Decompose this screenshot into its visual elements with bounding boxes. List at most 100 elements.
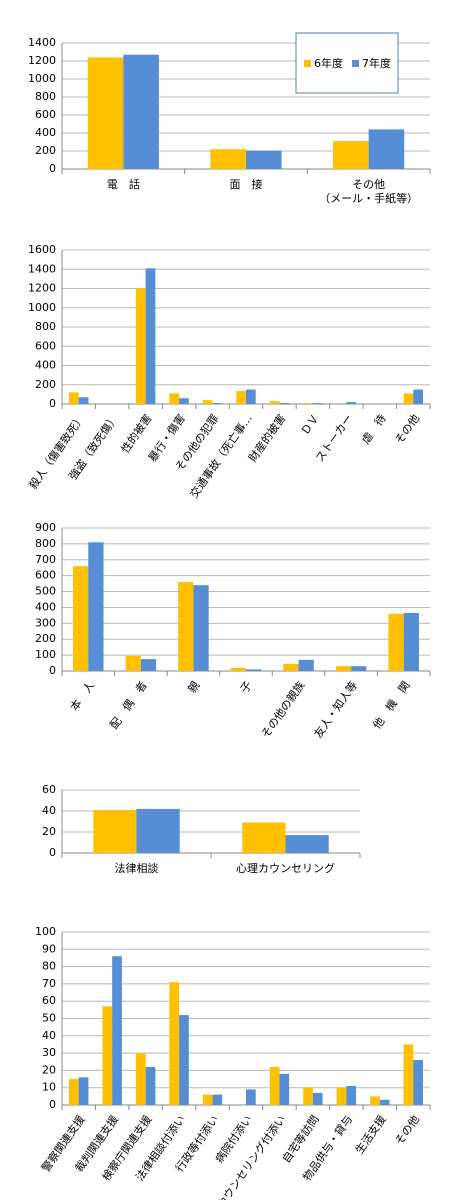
y-tick-label: 20 [42, 825, 56, 838]
y-tick-label: 1400 [28, 262, 56, 275]
bar [388, 613, 404, 671]
x-tick-label: 虐 待 [358, 411, 388, 446]
x-tick-label: 配 偶 者 [108, 679, 150, 732]
bar [413, 389, 423, 404]
y-tick-label: 100 [35, 925, 56, 938]
y-tick-label: 0 [49, 846, 56, 859]
bar [202, 1094, 213, 1105]
bar [87, 57, 124, 169]
bar [403, 393, 414, 404]
bar [246, 669, 262, 671]
x-tick-label: 法律相談 [115, 861, 159, 875]
bar [370, 1096, 380, 1105]
bar [169, 393, 180, 404]
bar [303, 403, 313, 404]
bar [351, 666, 367, 671]
y-tick-label: 800 [35, 537, 56, 550]
bar [303, 1087, 313, 1105]
x-tick-label: その他（メール・手紙等） [319, 178, 418, 205]
bar [246, 1089, 256, 1105]
x-tick-label: 心理カウンセリング [236, 861, 335, 875]
y-tick-label: 200 [35, 378, 56, 391]
bar [336, 1087, 347, 1105]
bar [236, 391, 246, 404]
bar [283, 663, 299, 671]
bar [368, 129, 405, 169]
y-tick-label: 0 [49, 162, 56, 175]
bar [346, 1085, 357, 1105]
bar [88, 542, 104, 671]
x-tick-label: その他 [393, 1113, 423, 1147]
bar [169, 982, 180, 1105]
y-tick-label: 500 [35, 585, 56, 598]
y-tick-label: 40 [42, 804, 56, 817]
y-tick-label: 0 [49, 1098, 56, 1111]
x-tick-label: 性的被害 [118, 411, 155, 455]
bar [403, 1044, 414, 1105]
bar [93, 809, 137, 853]
y-tick-label: 40 [42, 1029, 56, 1042]
y-tick-label: 1000 [28, 72, 56, 85]
bar [112, 956, 122, 1105]
bar [379, 1099, 390, 1105]
legend-label: 6年度 [314, 56, 343, 70]
y-tick-label: 400 [35, 126, 56, 139]
legend-swatch [352, 60, 359, 67]
bar [78, 1077, 89, 1105]
y-tick-label: 200 [35, 632, 56, 645]
bar [202, 400, 213, 404]
y-tick-label: 50 [42, 1012, 56, 1025]
x-tick-label: 本 人 [67, 678, 97, 713]
bar [335, 666, 352, 671]
bar [279, 403, 290, 404]
y-tick-label: 300 [35, 616, 56, 629]
y-tick-label: 800 [35, 90, 56, 103]
x-tick-label: 子 [238, 679, 255, 695]
bar [269, 401, 280, 404]
y-tick-label: 600 [35, 108, 56, 121]
y-tick-label: 30 [42, 1046, 56, 1059]
y-tick-label: 1400 [28, 36, 56, 49]
bar [145, 268, 156, 404]
bar [298, 659, 314, 671]
y-tick-label: 100 [35, 648, 56, 661]
bar [69, 392, 79, 404]
x-tick-label: 他 機 関 [370, 678, 413, 731]
y-tick-label: 1600 [28, 243, 56, 256]
x-tick-label: 親 [185, 679, 202, 695]
bar [125, 655, 141, 671]
y-tick-label: 400 [35, 359, 56, 372]
bar [285, 835, 329, 853]
bar [346, 402, 357, 404]
x-tick-label: 電 話 [107, 177, 140, 191]
bar [403, 613, 419, 671]
x-tick-label: その他の親族 [258, 678, 307, 740]
x-tick-label: 友人・知人等 [311, 678, 360, 740]
x-tick-label: ＤＶ [299, 412, 322, 437]
bar [179, 398, 189, 404]
bar [312, 403, 323, 404]
y-tick-label: 600 [35, 569, 56, 582]
y-tick-label: 1000 [28, 301, 56, 314]
y-tick-label: 200 [35, 144, 56, 157]
bar [212, 1094, 223, 1105]
legend-label: 7年度 [362, 56, 391, 70]
x-tick-label: 生活支援 [352, 1112, 389, 1156]
y-tick-label: 60 [42, 994, 56, 1007]
bar [178, 582, 194, 671]
bar [246, 389, 256, 404]
bar [212, 403, 223, 404]
y-tick-label: 80 [42, 960, 56, 973]
y-tick-label: 0 [49, 397, 56, 410]
y-tick-label: 700 [35, 553, 56, 566]
bar [135, 288, 146, 404]
legend-box [295, 32, 399, 94]
bar [69, 1079, 79, 1105]
y-tick-label: 70 [42, 977, 56, 990]
x-tick-label: 面 接 [230, 178, 263, 191]
y-tick-label: 1200 [28, 54, 56, 67]
bar [230, 667, 246, 671]
bar [269, 1066, 280, 1105]
